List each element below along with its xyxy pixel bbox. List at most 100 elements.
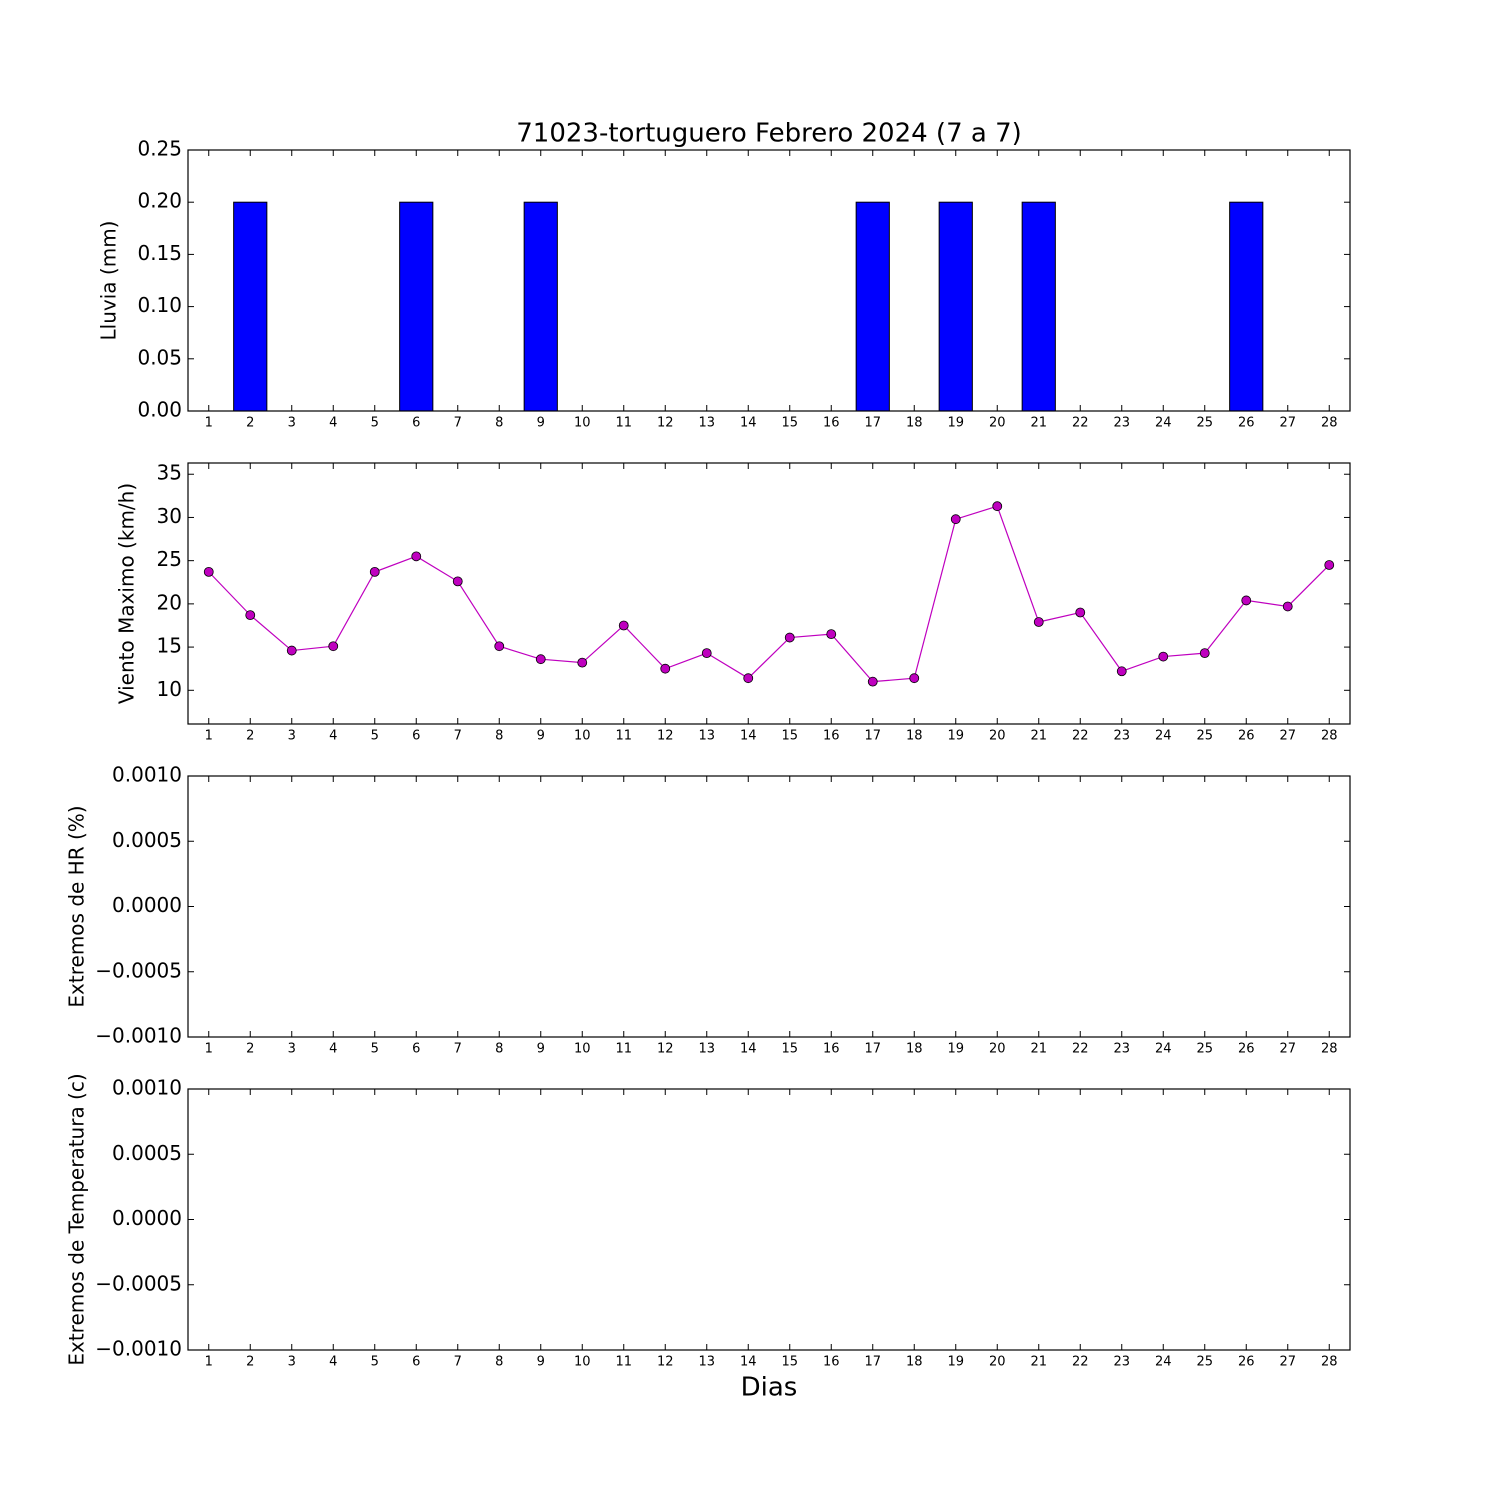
y-tick-label: 0.15	[137, 241, 182, 265]
x-tick-label: 24	[1155, 729, 1172, 744]
x-tick-label: 24	[1155, 1355, 1172, 1370]
x-tick-label: 19	[947, 1355, 964, 1370]
x-tick-label: 15	[781, 729, 798, 744]
x-tick-label: 13	[698, 1042, 715, 1057]
x-tick-label: 5	[371, 1355, 379, 1370]
axes-frame	[187, 149, 1351, 412]
x-tick-label: 23	[1113, 1042, 1130, 1057]
x-tick-label: 25	[1196, 729, 1213, 744]
x-tick-label: 16	[823, 1042, 840, 1057]
bar	[1021, 201, 1056, 412]
x-tick-label: 17	[864, 1355, 881, 1370]
y-tick-label: 0.0010	[112, 1076, 182, 1100]
y-tick-label: 0.0000	[112, 893, 182, 917]
x-tick-label: 12	[657, 1355, 674, 1370]
x-tick-label: 24	[1155, 416, 1172, 431]
x-tick-label: 4	[329, 729, 337, 744]
x-tick-label: 2	[246, 1042, 254, 1057]
x-tick-label: 4	[329, 416, 337, 431]
x-tick-label: 5	[371, 729, 379, 744]
y-tick-label: 20	[157, 590, 182, 614]
x-axis-label: Dias	[741, 1373, 798, 1403]
x-tick-label: 26	[1238, 1042, 1255, 1057]
axes-frame	[187, 1088, 1351, 1351]
x-tick-label: 18	[906, 1355, 923, 1370]
marker	[784, 632, 795, 643]
x-tick-label: 14	[740, 1355, 757, 1370]
x-tick-label: 22	[1072, 1355, 1089, 1370]
x-tick-label: 21	[1030, 416, 1047, 431]
x-tick-label: 3	[288, 416, 296, 431]
bar	[233, 201, 268, 412]
marker	[867, 676, 878, 687]
marker	[369, 566, 380, 577]
x-tick-label: 20	[989, 1355, 1006, 1370]
marker	[286, 645, 297, 656]
x-tick-label: 6	[412, 416, 420, 431]
x-tick-label: 11	[615, 1355, 632, 1370]
x-tick-label: 10	[574, 416, 591, 431]
marker	[535, 654, 546, 665]
x-tick-label: 16	[823, 729, 840, 744]
x-tick-label: 20	[989, 416, 1006, 431]
x-tick-label: 7	[454, 1355, 462, 1370]
x-tick-label: 9	[537, 1355, 545, 1370]
x-tick-label: 25	[1196, 1355, 1213, 1370]
x-tick-label: 2	[246, 416, 254, 431]
x-tick-label: 19	[947, 729, 964, 744]
x-tick-label: 20	[989, 729, 1006, 744]
x-tick-label: 15	[781, 416, 798, 431]
marker	[909, 673, 920, 684]
y-axis-label: Extremos de Temperatura (c)	[65, 1073, 89, 1365]
chart-title: 71023-tortuguero Febrero 2024 (7 a 7)	[516, 119, 1022, 149]
marker	[660, 663, 671, 674]
bar	[938, 201, 973, 412]
x-tick-label: 24	[1155, 1042, 1172, 1057]
x-tick-label: 8	[495, 1042, 503, 1057]
marker	[1116, 666, 1127, 677]
marker	[826, 629, 837, 640]
marker	[743, 673, 754, 684]
y-axis-label: Extremos de HR (%)	[65, 805, 89, 1007]
marker	[1075, 607, 1086, 618]
x-tick-label: 21	[1030, 1355, 1047, 1370]
y-tick-label: 0.0005	[112, 1141, 182, 1165]
marker	[203, 566, 214, 577]
y-tick-label: −0.0010	[95, 1337, 182, 1361]
marker	[992, 501, 1003, 512]
x-tick-label: 1	[205, 1355, 213, 1370]
x-tick-label: 3	[288, 1355, 296, 1370]
x-tick-label: 7	[454, 729, 462, 744]
bar	[523, 201, 558, 412]
x-tick-label: 17	[864, 416, 881, 431]
bar	[855, 201, 890, 412]
x-tick-label: 4	[329, 1355, 337, 1370]
x-tick-label: 4	[329, 1042, 337, 1057]
x-tick-label: 5	[371, 1042, 379, 1057]
y-tick-label: 0.05	[137, 345, 182, 369]
x-tick-label: 12	[657, 1042, 674, 1057]
x-tick-label: 1	[205, 729, 213, 744]
x-tick-label: 26	[1238, 416, 1255, 431]
x-tick-label: 26	[1238, 729, 1255, 744]
x-tick-label: 2	[246, 1355, 254, 1370]
x-tick-label: 25	[1196, 1042, 1213, 1057]
x-tick-label: 8	[495, 729, 503, 744]
x-tick-label: 23	[1113, 729, 1130, 744]
x-tick-label: 18	[906, 729, 923, 744]
x-tick-label: 17	[864, 1042, 881, 1057]
x-tick-label: 22	[1072, 1042, 1089, 1057]
x-tick-label: 28	[1321, 729, 1338, 744]
y-tick-label: 30	[157, 504, 182, 528]
y-tick-label: −0.0010	[95, 1024, 182, 1048]
y-tick-label: −0.0005	[95, 1271, 182, 1295]
x-tick-label: 2	[246, 729, 254, 744]
x-tick-label: 27	[1279, 1042, 1296, 1057]
x-tick-label: 5	[371, 416, 379, 431]
x-tick-label: 18	[906, 416, 923, 431]
x-tick-label: 10	[574, 1355, 591, 1370]
x-tick-label: 13	[698, 416, 715, 431]
x-tick-label: 6	[412, 1042, 420, 1057]
x-tick-label: 11	[615, 416, 632, 431]
x-tick-label: 21	[1030, 729, 1047, 744]
